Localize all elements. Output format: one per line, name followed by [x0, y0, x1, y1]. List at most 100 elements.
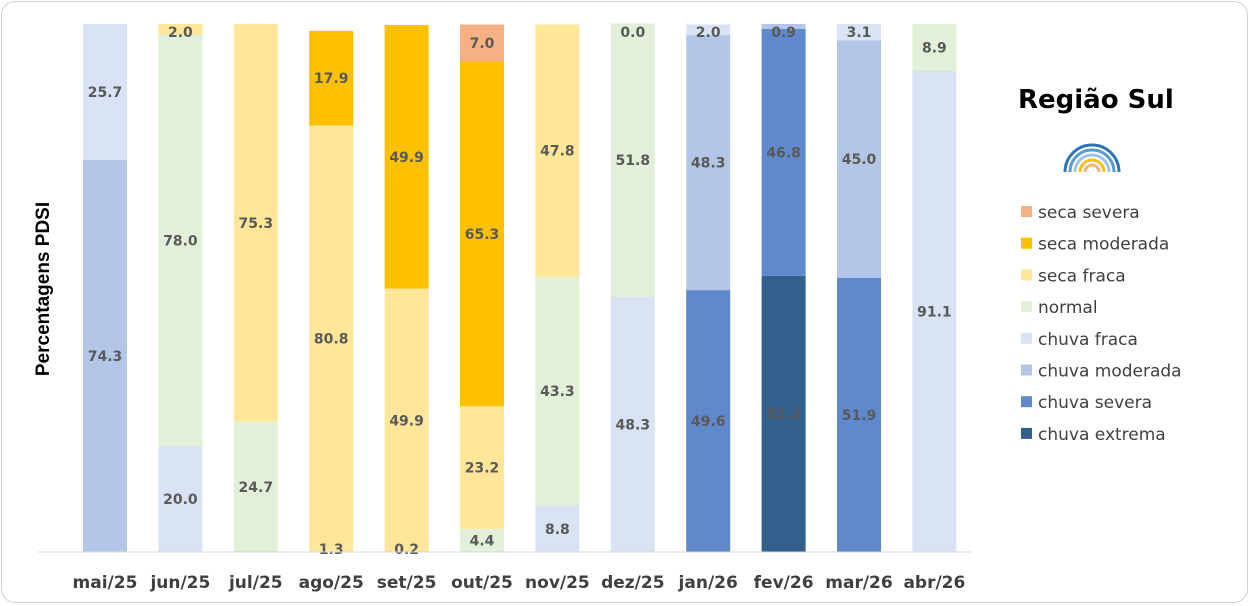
x-tick-label: ago/25	[299, 573, 364, 593]
legend-swatch	[1021, 396, 1032, 408]
data-label: 47.8	[540, 144, 575, 160]
bar-segment	[686, 290, 731, 552]
legend-swatch	[1021, 427, 1032, 439]
legend-label: seca severa	[1038, 203, 1140, 223]
data-label: 7.0	[470, 36, 495, 52]
data-label: 45.0	[842, 152, 877, 168]
legend-swatch	[1021, 301, 1032, 313]
data-label: 46.8	[766, 145, 801, 161]
data-labels-layer: 74.3 25.7 20.0 78.0 2.0 24.7 75.3 1.3 80.8 17.9 0.…	[88, 25, 952, 558]
bar-segment	[761, 275, 806, 552]
legend-label: chuva extrema	[1038, 425, 1166, 445]
legend-label: chuva moderada	[1038, 362, 1182, 382]
data-label: 3.1	[847, 25, 872, 41]
x-tick-label: out/25	[451, 573, 513, 593]
x-tick-label: dez/25	[601, 573, 664, 593]
x-tick-label: jan/26	[678, 573, 738, 593]
bar-segment	[460, 24, 504, 62]
data-label: 78.0	[163, 233, 198, 249]
data-label: 17.9	[314, 71, 349, 87]
x-tick-label: fev/26	[754, 573, 814, 593]
bar-segment	[912, 24, 957, 71]
bar-segment	[158, 24, 203, 35]
legend-label: seca fraca	[1038, 266, 1126, 286]
bar-segment	[837, 40, 881, 278]
bar-segment	[309, 125, 354, 552]
bar-segment	[460, 528, 504, 552]
bar-segment	[384, 25, 429, 289]
bar-segment	[535, 276, 580, 506]
bar-segment	[686, 35, 731, 291]
legend-label: seca moderada	[1038, 235, 1169, 255]
data-label: 52.3	[766, 407, 801, 423]
x-tick-label: mar/26	[825, 573, 892, 593]
bar-segment	[761, 24, 806, 29]
data-label: 8.8	[545, 522, 570, 538]
legend-label: chuva fraca	[1038, 330, 1138, 350]
data-label: 24.7	[239, 480, 274, 496]
legend-swatch	[1021, 269, 1032, 281]
data-label: 91.1	[917, 304, 952, 320]
bar-segment	[158, 446, 203, 552]
data-label: 2.0	[168, 25, 193, 41]
bar-segment	[309, 30, 354, 126]
bars-layer	[83, 23, 957, 553]
x-axis-ticks: mai/25 jun/25 jul/25 ago/25 set/25 out/25 nov/…	[73, 573, 966, 593]
bar-segment	[384, 288, 429, 552]
data-label: 0.9	[771, 25, 796, 41]
bar-segment	[233, 24, 278, 422]
bar-segment	[233, 421, 278, 552]
bar-segment	[837, 277, 881, 552]
bar-segment	[460, 61, 504, 407]
bar-segment	[912, 70, 957, 552]
x-tick-label: jul/25	[228, 573, 283, 593]
x-tick-label: jun/25	[149, 573, 210, 593]
x-tick-label: abr/26	[903, 573, 965, 593]
bar-segment	[460, 406, 504, 529]
y-axis-label: Percentagens PDSI	[33, 202, 54, 376]
x-tick-label: mai/25	[73, 573, 138, 593]
bar-segment	[761, 28, 806, 276]
bar-segment	[535, 505, 580, 552]
rainbow-arcs-icon	[1063, 143, 1121, 173]
data-label: 51.8	[616, 153, 651, 169]
legend-swatch	[1021, 237, 1032, 249]
bar-segment	[83, 24, 127, 160]
data-label: 74.3	[88, 349, 123, 365]
data-label: 65.3	[465, 227, 500, 243]
data-label: 49.6	[691, 414, 726, 430]
data-label: 4.4	[470, 533, 495, 549]
x-tick-label: nov/25	[525, 573, 590, 593]
data-label: 2.0	[696, 25, 721, 41]
legend-label: normal	[1038, 298, 1098, 318]
legend-swatch	[1021, 364, 1032, 376]
legend-title: Região Sul	[1018, 85, 1174, 115]
data-label: 51.9	[842, 408, 877, 424]
legend-items: seca severa seca moderada seca fraca normal…	[1021, 203, 1182, 445]
bar-segment	[535, 24, 580, 277]
legend-swatch	[1021, 206, 1032, 217]
data-label: 0.2	[394, 542, 419, 558]
data-label: 48.3	[691, 156, 726, 172]
data-label: 20.0	[163, 492, 198, 508]
bar-segment	[686, 24, 731, 36]
x-tick-label: set/25	[377, 573, 437, 593]
bar-segment	[610, 296, 655, 552]
bar-segment	[158, 34, 203, 447]
data-label: 25.7	[88, 85, 123, 101]
data-label: 48.3	[616, 417, 651, 433]
legend-swatch	[1021, 332, 1032, 344]
bar-segment	[83, 159, 127, 553]
data-label: 23.2	[465, 461, 500, 477]
legend-label: chuva severa	[1038, 393, 1152, 413]
data-label: 49.9	[389, 150, 424, 166]
data-label: 75.3	[239, 216, 274, 232]
data-label: 43.3	[540, 384, 575, 400]
data-label: 80.8	[314, 332, 349, 348]
data-label: 49.9	[389, 413, 424, 429]
data-label: 1.3	[319, 542, 344, 558]
data-label: 0.0	[620, 25, 645, 41]
